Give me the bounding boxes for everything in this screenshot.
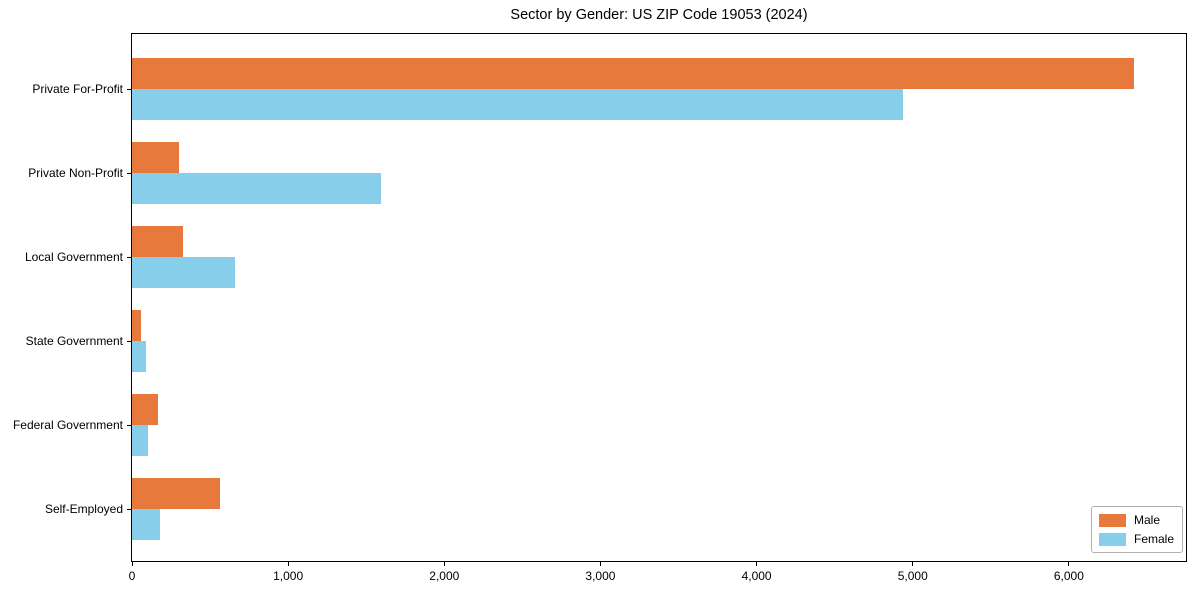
y-axis-label: Private For-Profit — [32, 82, 123, 96]
legend-label: Female — [1133, 532, 1174, 546]
x-axis-tick — [1068, 562, 1070, 566]
bar-female-6 — [132, 509, 160, 540]
bar-female-1 — [132, 89, 903, 120]
y-axis-tick — [127, 89, 131, 90]
x-axis-tick — [912, 562, 914, 566]
bar-female-3 — [132, 257, 235, 288]
y-axis-tick — [127, 425, 131, 426]
bar-male-6 — [132, 478, 220, 509]
bar-male-4 — [132, 310, 141, 341]
y-axis-tick — [127, 509, 131, 510]
y-axis-label: Local Government — [24, 250, 123, 264]
legend-swatch-female — [1098, 532, 1126, 546]
legend-swatch-male — [1098, 513, 1126, 527]
x-axis-tick-label: 6,000 — [1053, 569, 1084, 583]
bar-female-5 — [132, 425, 148, 456]
bar-female-2 — [132, 173, 381, 204]
bar-male-5 — [132, 394, 158, 425]
y-axis-tick — [127, 257, 131, 258]
legend: Male Female — [1090, 506, 1183, 553]
y-axis-tick — [127, 341, 131, 342]
bar-male-1 — [132, 58, 1134, 89]
legend-label: Male — [1133, 513, 1160, 527]
x-axis-tick — [443, 562, 445, 566]
x-axis-tick-label: 4,000 — [741, 569, 772, 583]
x-axis-tick — [599, 562, 601, 566]
y-axis-label: Private Non-Profit — [28, 166, 123, 180]
x-axis-tick-label: 5,000 — [897, 569, 928, 583]
plot-area: Male Female — [131, 33, 1187, 562]
x-axis-tick-label: 1,000 — [273, 569, 304, 583]
x-axis-tick — [756, 562, 758, 566]
bar-female-4 — [132, 341, 146, 372]
y-axis-label: Self-Employed — [44, 502, 123, 516]
bar-male-2 — [132, 142, 179, 173]
x-axis-tick — [131, 562, 133, 566]
x-axis-tick-label: 2,000 — [429, 569, 460, 583]
legend-entry-male: Male — [1098, 513, 1174, 527]
y-axis-label: Federal Government — [12, 418, 123, 432]
x-axis-tick-label: 3,000 — [585, 569, 616, 583]
chart-title: Sector by Gender: US ZIP Code 19053 (202… — [510, 7, 808, 23]
bar-male-3 — [132, 226, 183, 257]
x-axis-tick-label: 0 — [128, 569, 136, 583]
legend-entry-female: Female — [1098, 532, 1174, 546]
x-axis-tick — [287, 562, 289, 566]
y-axis-tick — [127, 173, 131, 174]
y-axis-label: State Government — [25, 334, 123, 348]
